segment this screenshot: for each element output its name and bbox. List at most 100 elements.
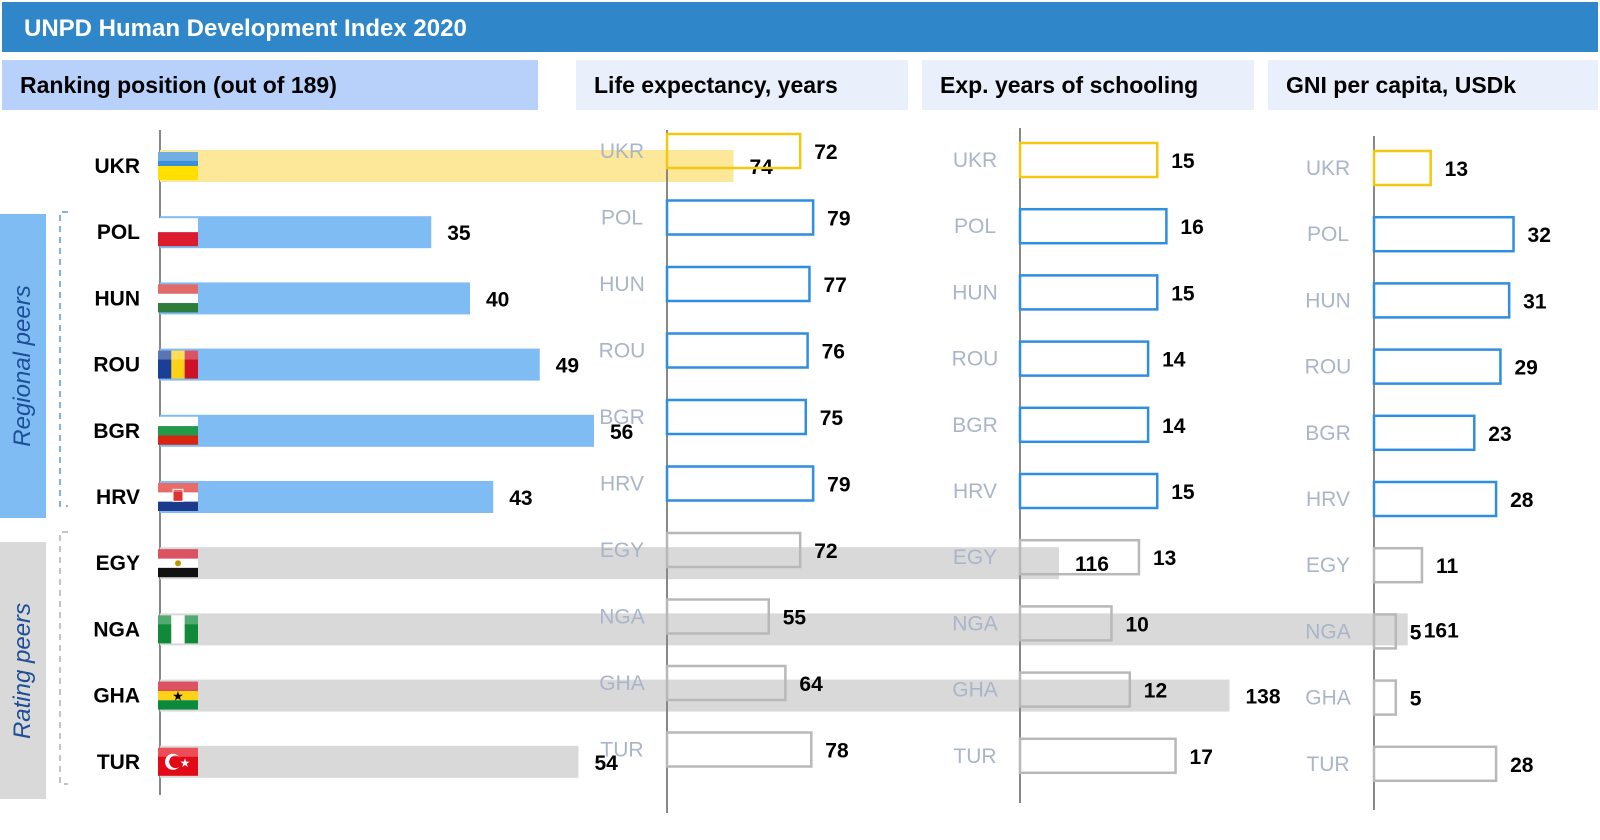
gni-bar: [1372, 745, 1498, 783]
life-expectancy-panel-header: Life expectancy, years: [576, 60, 908, 110]
life-expectancy-category-label: NGA: [599, 606, 645, 629]
schooling-bar: [1018, 605, 1113, 642]
ukraine-flag-stripe: [158, 152, 198, 166]
gni-category-label: UKR: [1306, 157, 1350, 180]
ranking-value-label: 49: [556, 355, 579, 378]
schooling-chart-title: Exp. years of schooling: [940, 72, 1199, 98]
life-expectancy-value-label: 78: [825, 740, 849, 763]
schooling-bar: [1018, 406, 1150, 444]
nigeria-flag-stripe: [171, 615, 185, 644]
schooling-category-label: HUN: [952, 281, 998, 304]
ukraine-flag: [158, 152, 198, 180]
ranking-category-label: UKR: [95, 155, 141, 178]
ranking-bar: [160, 282, 470, 315]
life-expectancy-value-label: 77: [823, 274, 846, 297]
gni-category-label: TUR: [1306, 753, 1349, 776]
schooling-category-label: HRV: [953, 480, 997, 503]
hungary-flag: [158, 284, 198, 313]
gni-category-label: POL: [1307, 223, 1349, 246]
ranking-category-label: GHA: [93, 685, 140, 708]
ghana-star: ★: [172, 689, 184, 704]
schooling-category-label: NGA: [952, 612, 998, 635]
life-expectancy-category-label: HRV: [600, 473, 644, 496]
schooling-value-label: 16: [1180, 216, 1203, 239]
romania-flag-stripe: [171, 350, 185, 379]
gni-panel-header: GNI per capita, USDk: [1268, 60, 1598, 110]
life-expectancy-bar: [665, 598, 770, 635]
gni-value-label: 13: [1445, 158, 1468, 181]
life-expectancy-value-label: 75: [820, 407, 844, 430]
nigeria-flag: [158, 615, 198, 644]
schooling-value-label: 17: [1190, 746, 1213, 769]
gni-bar: [1372, 282, 1511, 319]
life-expectancy-bar: [665, 199, 815, 236]
schooling-category-label: EGY: [953, 546, 997, 569]
life-expectancy-category-label: UKR: [600, 140, 644, 163]
nigeria-flag-stripe: [158, 615, 172, 644]
life-expectancy-bar: [665, 398, 807, 436]
life-expectancy-value-label: 76: [822, 341, 845, 364]
gni-value-label: 31: [1523, 290, 1547, 313]
ghana-flag-stripe: [158, 700, 198, 710]
gni-value-label: 28: [1510, 489, 1534, 512]
ranking-bar: [160, 745, 579, 778]
romania-flag-stripe: [158, 350, 172, 379]
egypt-flag-stripe: [158, 549, 198, 559]
ranking-bar: [160, 547, 1059, 580]
nigeria-flag-stripe: [184, 615, 198, 644]
nigeria-flag-gloss: [158, 615, 198, 625]
poland-flag-stripe: [158, 232, 198, 247]
ranking-value-label: 138: [1246, 686, 1281, 709]
ukraine-flag-gloss: [158, 152, 198, 161]
schooling-value-label: 12: [1144, 680, 1167, 703]
life-expectancy-value-label: 55: [783, 607, 807, 630]
ranking-bar: [160, 216, 432, 249]
ukraine-flag-stripe: [158, 166, 198, 180]
schooling-value-label: 14: [1162, 415, 1186, 438]
ranking-category-label: BGR: [93, 420, 140, 443]
gni-value-label: 11: [1436, 555, 1459, 578]
schooling-category-label: UKR: [953, 149, 997, 172]
life-expectancy-value-label: 72: [814, 540, 837, 563]
life-expectancy-category-label: ROU: [599, 340, 646, 363]
croatia-coat-of-arms: [172, 488, 184, 502]
gni-category-label: BGR: [1305, 422, 1351, 445]
gni-bar: [1372, 546, 1424, 584]
ranking-value-label: 54: [595, 752, 619, 775]
poland-flag-gloss: [158, 218, 198, 228]
gni-chart-title: GNI per capita, USDk: [1286, 72, 1517, 98]
schooling-bar: [1018, 737, 1177, 775]
turkey-flag-gloss: [158, 747, 198, 757]
ghana-flag-gloss: [158, 681, 198, 691]
schooling-bar: [1018, 671, 1132, 708]
romania-flag-gloss: [158, 350, 198, 360]
croatia-flag-stripe: [158, 501, 198, 511]
life-expectancy-bar: [665, 465, 815, 502]
gni-value-label: 23: [1488, 423, 1511, 446]
ranking-category-label: TUR: [97, 751, 140, 774]
life-expectancy-bar: [665, 332, 809, 369]
regional-peers-bracket: [59, 211, 68, 507]
rating-peers-group: Rating peers: [0, 542, 46, 799]
gni-bar: [1372, 414, 1476, 452]
gni-category-label: EGY: [1306, 554, 1350, 577]
schooling-bar: [1018, 472, 1159, 510]
ranking-value-label: 56: [610, 421, 633, 444]
gni-value-label: 32: [1528, 224, 1551, 247]
gni-category-label: HUN: [1305, 289, 1351, 312]
schooling-value-label: 15: [1171, 481, 1195, 504]
hungary-flag-stripe: [158, 303, 198, 313]
ghana-flag-stripe: [158, 681, 198, 691]
gni-bar: [1372, 480, 1498, 518]
life-expectancy-category-label: TUR: [600, 739, 643, 762]
life-expectancy-category-label: BGR: [599, 406, 645, 429]
egypt-flag-gloss: [158, 549, 198, 559]
bulgaria-flag-stripe: [158, 435, 198, 445]
poland-flag: [158, 218, 198, 247]
life-expectancy-category-label: GHA: [599, 672, 645, 695]
schooling-bar: [1018, 538, 1141, 576]
gni-value-label: 5: [1410, 688, 1422, 711]
hungary-flag-gloss: [158, 284, 198, 294]
ranking-chart-title: Ranking position (out of 189): [20, 72, 337, 98]
gni-category-label: NGA: [1305, 620, 1351, 643]
